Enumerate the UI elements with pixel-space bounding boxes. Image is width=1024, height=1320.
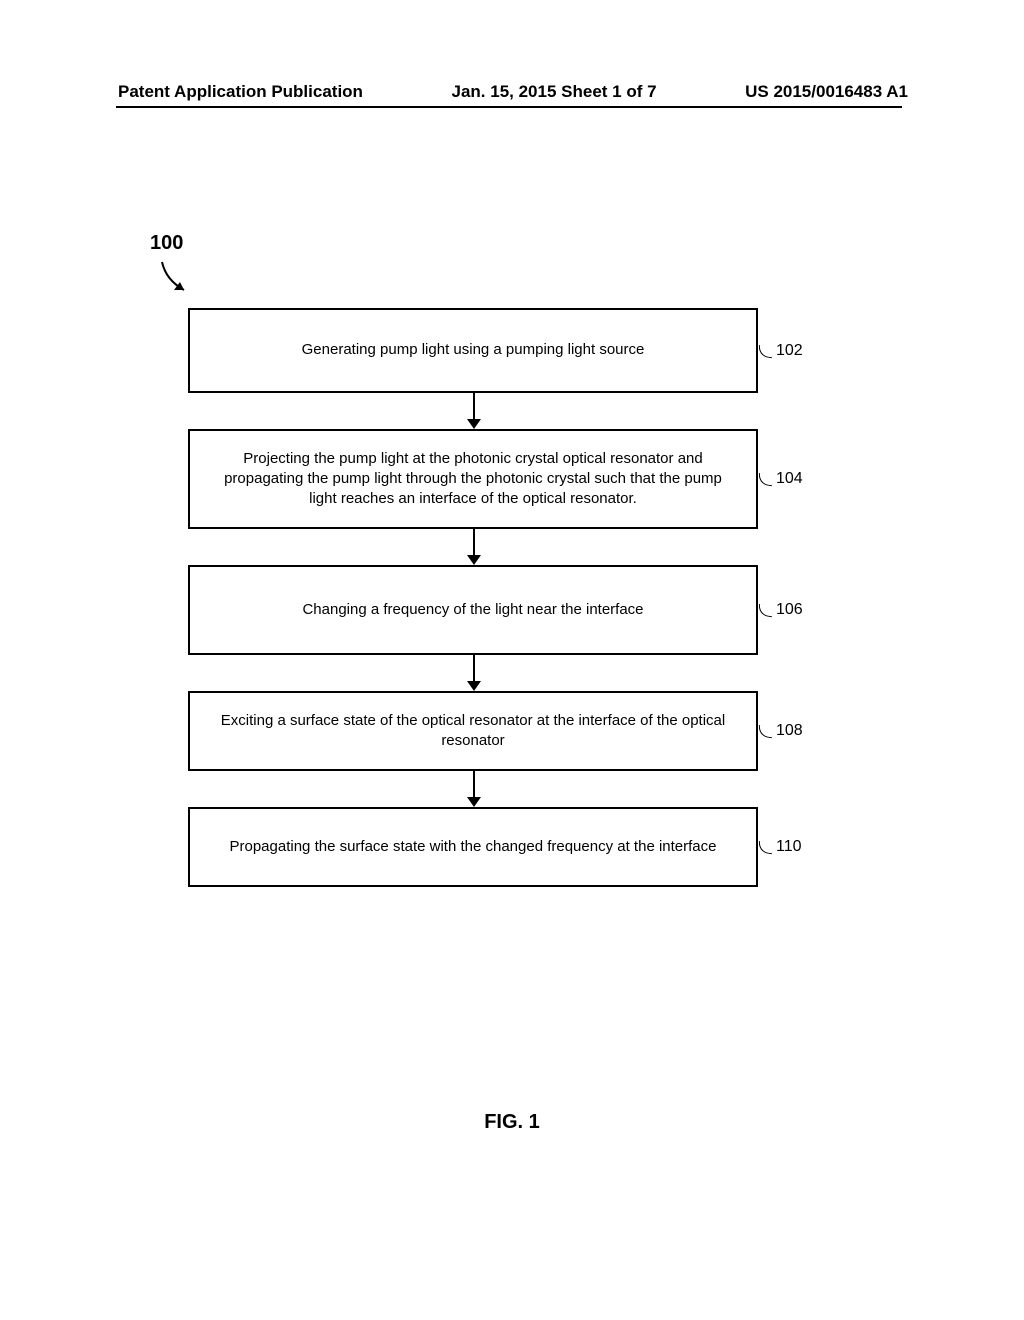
figure-caption: FIG. 1	[0, 1111, 1024, 1134]
flow-connector	[188, 393, 758, 429]
flow-connector	[188, 771, 758, 807]
step-text: Changing a frequency of the light near t…	[302, 600, 643, 620]
step-text: Generating pump light using a pumping li…	[302, 340, 645, 360]
step-box-110: Propagating the surface state with the c…	[188, 807, 758, 887]
arrow-head-icon	[467, 681, 481, 691]
step-number: 104	[776, 468, 803, 490]
flowchart: Generating pump light using a pumping li…	[188, 308, 828, 887]
flow-reference-label: 100	[150, 232, 183, 255]
arrow-head-icon	[467, 555, 481, 565]
arrow-head-icon	[467, 419, 481, 429]
step-box-106: Changing a frequency of the light near t…	[188, 565, 758, 655]
flow-connector	[188, 655, 758, 691]
header-rule	[116, 106, 902, 108]
header-left: Patent Application Publication	[118, 82, 363, 102]
arrow-line-icon	[473, 529, 475, 557]
arrow-head-icon	[467, 797, 481, 807]
step-text: Projecting the pump light at the photoni…	[210, 449, 736, 510]
header-right: US 2015/0016483 A1	[745, 82, 908, 102]
page: Patent Application Publication Jan. 15, …	[0, 0, 1024, 1320]
arrow-line-icon	[473, 771, 475, 799]
step-text: Propagating the surface state with the c…	[230, 837, 717, 857]
ref-arrow-icon	[158, 258, 198, 298]
arrow-line-icon	[473, 393, 475, 421]
step-box-108: Exciting a surface state of the optical …	[188, 691, 758, 771]
step-number: 110	[776, 836, 802, 858]
flow-connector	[188, 529, 758, 565]
arrow-line-icon	[473, 655, 475, 683]
page-header: Patent Application Publication Jan. 15, …	[0, 82, 1024, 102]
header-center: Jan. 15, 2015 Sheet 1 of 7	[452, 82, 657, 102]
step-box-104: Projecting the pump light at the photoni…	[188, 429, 758, 529]
step-number: 102	[776, 340, 803, 362]
step-number: 106	[776, 599, 803, 621]
step-text: Exciting a surface state of the optical …	[210, 711, 736, 752]
step-box-102: Generating pump light using a pumping li…	[188, 308, 758, 393]
step-number: 108	[776, 720, 803, 742]
